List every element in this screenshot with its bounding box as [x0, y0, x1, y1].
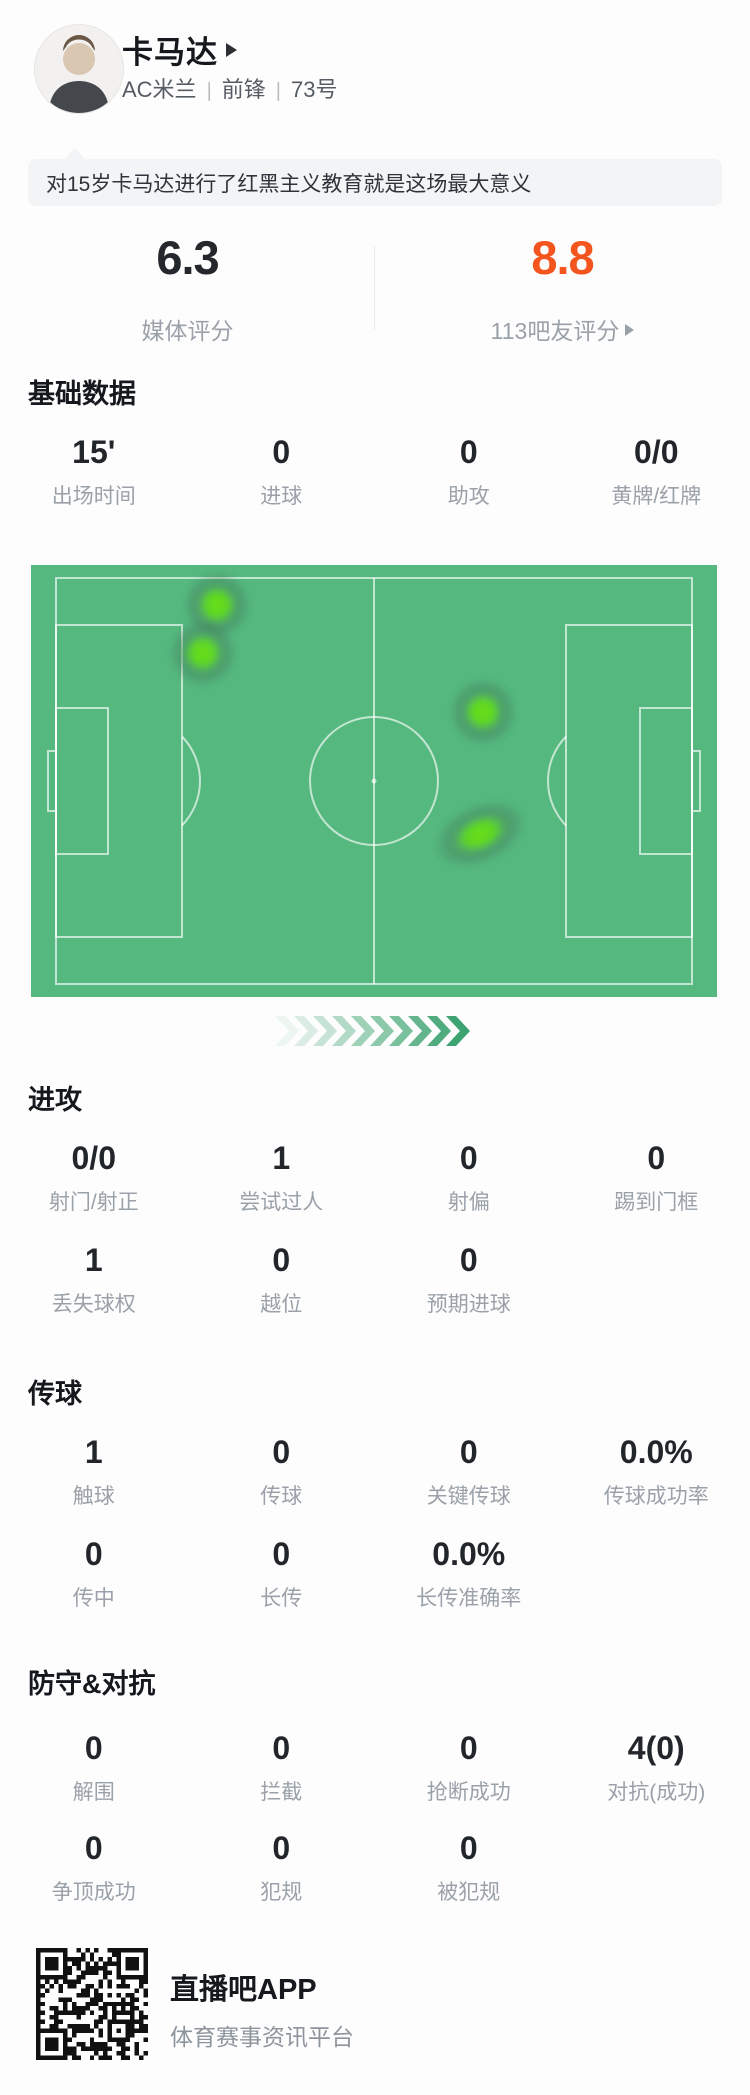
stat-duels: 4(0) 对抗(成功)	[607, 1730, 706, 1804]
section-title-basic: 基础数据	[28, 379, 136, 409]
pitch-heatmap	[31, 565, 717, 997]
chevron-right-icon	[625, 324, 635, 336]
stat-tackles: 0 抢断成功	[426, 1730, 511, 1804]
avatar-placeholder-icon	[35, 25, 123, 113]
chevron-right-icon	[226, 43, 237, 57]
attack-direction-chevrons-icon	[275, 1016, 470, 1046]
stat-aerials-won: 0 争顶成功	[51, 1830, 136, 1904]
section-title-defense: 防守&对抗	[28, 1669, 156, 1699]
stat-xg: 0 预期进球	[426, 1242, 511, 1316]
fans-rating-value: 8.8	[531, 231, 594, 284]
player-avatar[interactable]	[34, 24, 124, 114]
stat-woodwork: 0 踢到门框	[614, 1140, 699, 1214]
stat-dribbles: 1 尝试过人	[239, 1140, 324, 1214]
stat-assists: 0 助攻	[447, 434, 490, 508]
stat-touches: 1 触球	[72, 1434, 115, 1508]
quote-bubble: 对15岁卡马达进行了红黑主义教育就是这场最大意义	[28, 159, 722, 206]
stat-pass-accuracy: 0.0% 传球成功率	[603, 1434, 709, 1508]
quote-bubble-pointer	[64, 148, 86, 160]
app-name: 直播吧APP	[170, 1974, 317, 2006]
stat-long-ball-accuracy: 0.0% 长传准确率	[416, 1536, 522, 1610]
stat-fouled: 0 被犯规	[437, 1830, 501, 1904]
stat-interceptions: 0 拦截	[260, 1730, 303, 1804]
section-title-passing: 传球	[28, 1379, 82, 1409]
stat-key-passes: 0 关键传球	[426, 1434, 511, 1508]
section-title-attack: 进攻	[28, 1085, 82, 1115]
shirt-number: 73号	[290, 77, 338, 102]
defense-stats-row-2: 0 争顶成功 0 犯规 0 被犯规	[0, 1828, 750, 1906]
stat-goals: 0 进球	[260, 434, 303, 508]
position: 前锋	[221, 77, 266, 102]
passing-stats-row-1: 1 触球 0 传球 0 关键传球 0.0% 传球成功率	[0, 1432, 750, 1510]
fans-rating-label: 113吧友评分	[490, 318, 620, 344]
player-subtitle: AC米兰 | 前锋 | 73号	[122, 72, 337, 104]
pitch-lines	[47, 577, 701, 985]
stat-cards: 0/0 黄牌/红牌	[611, 434, 702, 508]
team-name: AC米兰	[122, 77, 197, 102]
stat-passes: 0 传球	[260, 1434, 303, 1508]
media-rating-value: 6.3	[156, 231, 219, 284]
stat-shots-off: 0 射偏	[447, 1140, 490, 1214]
quote-text: 对15岁卡马达进行了红黑主义教育就是这场最大意义	[46, 172, 532, 196]
heatmap-spots	[169, 571, 526, 868]
attack-stats-row-2: 1 丢失球权 0 越位 0 预期进球	[0, 1240, 750, 1318]
stat-possession-lost: 1 丢失球权	[51, 1242, 136, 1316]
fans-rating[interactable]: 8.8 113吧友评分	[375, 228, 750, 346]
media-rating-label: 媒体评分	[141, 318, 234, 344]
player-name-row[interactable]: 卡马达	[122, 28, 237, 70]
separator: |	[206, 80, 212, 102]
stat-minutes: 15' 出场时间	[51, 434, 136, 508]
qr-code	[36, 1948, 148, 2060]
rating-divider	[374, 246, 375, 330]
stat-fouls: 0 犯规	[260, 1830, 303, 1904]
stat-offsides: 0 越位	[260, 1242, 303, 1316]
app-tagline: 体育赛事资讯平台	[170, 2024, 354, 2050]
attack-stats-row-1: 0/0 射门/射正 1 尝试过人 0 射偏 0 踢到门框	[0, 1138, 750, 1216]
stat-long-balls: 0 长传	[260, 1536, 303, 1610]
separator: |	[275, 80, 281, 102]
passing-stats-row-2: 0 传中 0 长传 0.0% 长传准确率	[0, 1534, 750, 1612]
player-name: 卡马达	[122, 34, 218, 70]
basic-stats-row: 15' 出场时间 0 进球 0 助攻 0/0 黄牌/红牌	[0, 432, 750, 510]
stat-crosses: 0 传中	[72, 1536, 115, 1610]
stat-clearances: 0 解围	[72, 1730, 115, 1804]
stat-shots: 0/0 射门/射正	[48, 1140, 139, 1214]
defense-stats-row-1: 0 解围 0 拦截 0 抢断成功 4(0) 对抗(成功)	[0, 1728, 750, 1806]
media-rating: 6.3 媒体评分	[0, 228, 375, 346]
